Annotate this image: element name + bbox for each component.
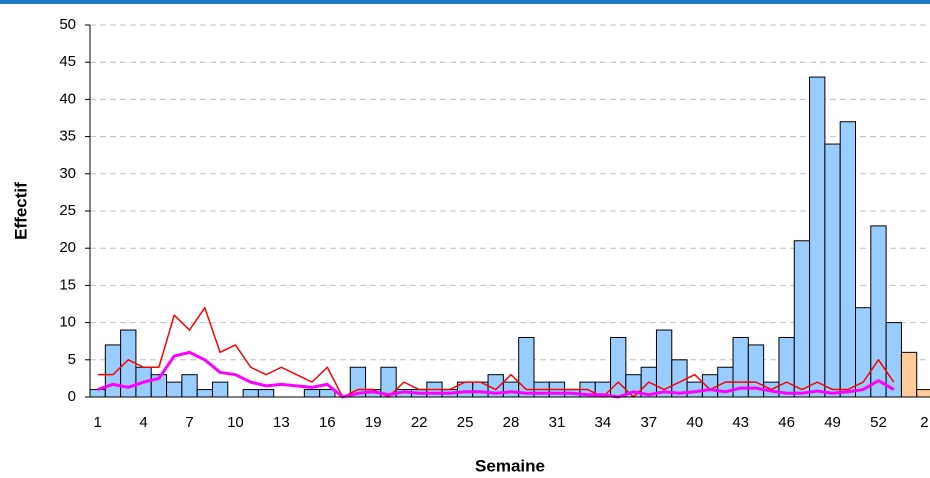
bar xyxy=(502,381,520,398)
bar xyxy=(89,389,106,398)
bar xyxy=(166,381,183,398)
bar xyxy=(855,307,872,398)
x-tick-label: 46 xyxy=(778,414,795,431)
y-tick-label: 15 xyxy=(59,276,76,293)
x-tick-label: 16 xyxy=(319,414,336,431)
bar xyxy=(839,121,857,398)
x-tick-label: 37 xyxy=(640,414,657,431)
y-tick-label: 5 xyxy=(68,351,76,368)
bar xyxy=(870,225,887,398)
bar xyxy=(701,374,719,398)
bar xyxy=(778,336,795,398)
bar xyxy=(824,143,841,398)
x-tick-label: 13 xyxy=(273,414,290,431)
x-tick-label: 25 xyxy=(457,414,474,431)
y-tick-label: 45 xyxy=(59,53,76,70)
x-tick-label: 10 xyxy=(227,414,244,431)
x-axis-title: Semaine xyxy=(475,456,545,475)
bar xyxy=(303,389,321,398)
y-axis-title: Effectif xyxy=(11,182,30,240)
x-tick-label: 34 xyxy=(595,414,612,431)
bar xyxy=(518,336,535,398)
x-tick-label: 4 xyxy=(139,414,147,431)
y-tick-label: 30 xyxy=(59,165,76,182)
bar xyxy=(104,344,122,398)
bar xyxy=(257,389,275,398)
bar xyxy=(181,374,198,398)
y-tick-label: 10 xyxy=(59,314,76,331)
x-tick-label: 22 xyxy=(411,414,428,431)
y-tick-label: 25 xyxy=(59,202,76,219)
bar xyxy=(211,381,229,398)
top-border xyxy=(0,0,930,4)
y-tick-label: 20 xyxy=(59,239,76,256)
x-tick-label: 52 xyxy=(870,414,887,431)
y-tick-label: 40 xyxy=(59,90,76,107)
x-tick-label: 31 xyxy=(549,414,566,431)
y-tick-label: 50 xyxy=(59,16,76,33)
x-tick-label: 2 xyxy=(920,414,928,431)
bar xyxy=(809,76,826,398)
bar xyxy=(916,389,930,398)
x-tick-label: 49 xyxy=(824,414,841,431)
x-tick-label: 19 xyxy=(365,414,382,431)
bar xyxy=(196,389,213,398)
bar xyxy=(900,351,918,398)
x-tick-label: 7 xyxy=(185,414,193,431)
bar xyxy=(242,389,259,398)
y-tick-label: 35 xyxy=(59,128,76,145)
x-tick-label: 1 xyxy=(93,414,101,431)
y-tick-label: 0 xyxy=(68,388,76,405)
x-tick-label: 43 xyxy=(732,414,749,431)
x-tick-label: 28 xyxy=(503,414,520,431)
x-tick-label: 40 xyxy=(686,414,703,431)
line-series xyxy=(97,306,895,398)
bar xyxy=(793,240,811,398)
line-series xyxy=(97,350,895,399)
